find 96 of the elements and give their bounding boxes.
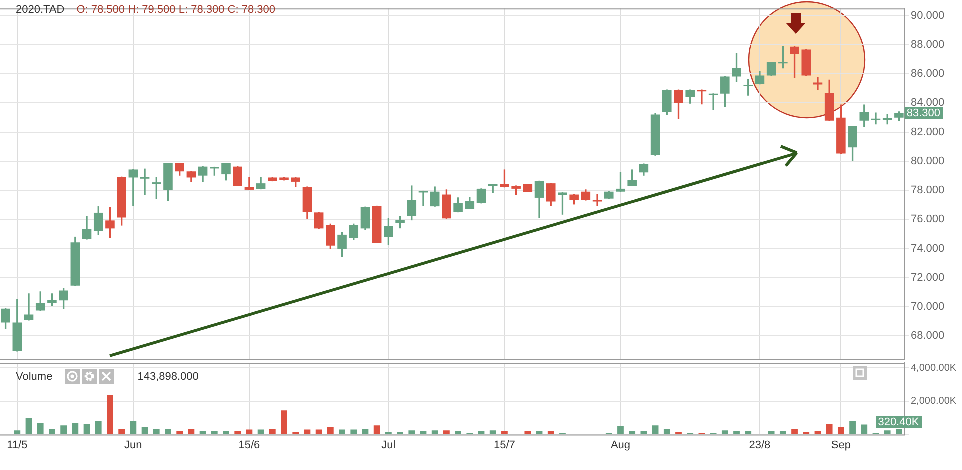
x-tick-label: Jun	[124, 439, 142, 452]
bar	[664, 428, 670, 434]
bar	[536, 431, 543, 434]
x-tick-label: 15/7	[494, 439, 516, 452]
bar	[26, 418, 32, 434]
bar	[490, 430, 496, 434]
bar	[188, 428, 195, 434]
bar	[826, 424, 833, 434]
bar	[548, 431, 554, 434]
bar	[234, 431, 242, 434]
bar	[37, 423, 44, 434]
bar	[281, 410, 288, 434]
text: 83.300	[906, 107, 940, 120]
bar	[223, 431, 230, 434]
bar	[629, 431, 636, 434]
bar	[72, 423, 79, 434]
candlestick	[813, 76, 823, 90]
bar	[640, 431, 648, 434]
candlestick	[24, 294, 34, 321]
bar	[792, 428, 798, 434]
candlestick	[592, 194, 602, 206]
candlestick	[128, 169, 138, 206]
bar	[814, 431, 822, 434]
x-tick-label: 23/8	[749, 439, 771, 452]
y-tick-label: 74.000	[911, 242, 945, 255]
y-tick-label: 90.000	[911, 10, 945, 22]
bar	[327, 427, 334, 434]
bar	[618, 426, 624, 434]
bar	[780, 431, 786, 434]
bar	[455, 431, 462, 434]
bar	[502, 431, 508, 434]
bar	[200, 431, 206, 434]
x-tick-label: Sep	[831, 439, 851, 452]
bar	[768, 431, 775, 434]
bar	[444, 430, 450, 434]
bar	[838, 427, 844, 434]
x-tick-label: Jul	[382, 439, 396, 452]
y-tick-label: 72.000	[911, 272, 945, 284]
y-tick-label: 2,000.00K	[911, 396, 957, 408]
bar	[176, 431, 184, 434]
bar	[246, 430, 253, 434]
y-tick-label: 76.000	[911, 214, 945, 226]
bar	[420, 431, 427, 434]
bar	[49, 428, 56, 434]
y-tick-label: 70.000	[911, 301, 945, 314]
y-tick-label: 82.000	[911, 126, 945, 138]
bar	[362, 428, 369, 434]
bar	[734, 431, 740, 434]
bar	[432, 430, 438, 434]
bar	[84, 424, 90, 434]
bar	[408, 430, 416, 434]
bar	[478, 431, 485, 434]
x-tick-label: 15/6	[238, 439, 260, 452]
bar	[107, 396, 114, 434]
bar	[269, 428, 276, 434]
annotation: 143,898.000	[138, 370, 199, 382]
bar	[884, 430, 891, 434]
x-tick-label: Aug	[610, 439, 631, 452]
candlestick	[871, 112, 881, 125]
x-tick-label: 11/5	[7, 439, 28, 452]
data-label: 320.40K	[878, 416, 920, 428]
bar	[652, 426, 659, 434]
candlestick	[244, 177, 254, 190]
bar	[60, 426, 68, 434]
chart-subtitle: O: 78.500 H: 79.500 L: 78.300 C: 78.300	[76, 4, 276, 16]
bar	[374, 426, 380, 434]
bar	[118, 428, 126, 434]
candlestick	[697, 90, 707, 105]
bar	[861, 424, 868, 434]
text: Volume	[16, 370, 53, 382]
y-tick-label: 4,000.00K	[911, 362, 957, 374]
bar	[130, 421, 137, 434]
y-tick-label: 80.000	[911, 155, 945, 168]
bar	[350, 430, 358, 434]
bar	[95, 421, 102, 434]
bar	[339, 430, 346, 434]
chart-title: 2020.TAD	[16, 4, 65, 16]
bar	[524, 431, 532, 434]
y-tick-label: 88.000	[911, 39, 945, 52]
y-tick-label: 86.000	[911, 68, 945, 80]
y-tick-label: 78.000	[911, 184, 945, 197]
candlestick	[708, 94, 718, 110]
bar	[304, 430, 311, 434]
bar	[153, 428, 160, 434]
bar	[142, 427, 148, 434]
bar	[165, 428, 172, 434]
y-tick-label: 84.000	[911, 97, 945, 110]
bar	[14, 430, 21, 434]
bar	[316, 430, 322, 434]
y-tick-label: 68.000	[911, 330, 945, 342]
candlestick	[140, 168, 150, 196]
bar	[258, 430, 264, 434]
bar	[850, 421, 856, 434]
bar	[722, 430, 728, 434]
bar	[211, 431, 218, 434]
bar	[745, 431, 752, 434]
